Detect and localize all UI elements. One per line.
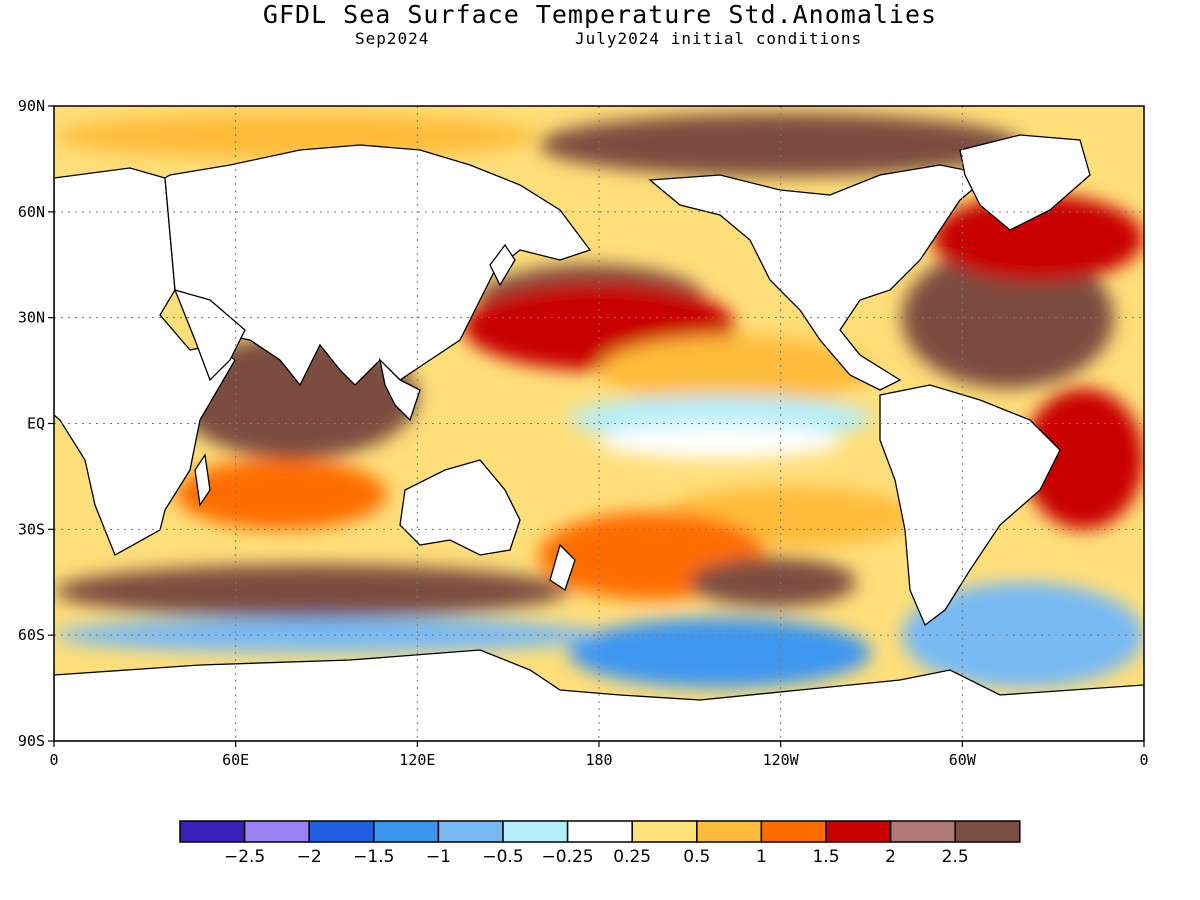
- color-bar-swatch: [437, 820, 504, 843]
- land-indochina: [378, 358, 421, 422]
- color-bar-label: 1.5: [812, 847, 839, 867]
- lon-tick-label: 0: [49, 751, 58, 769]
- lon-tick-label: 120E: [399, 751, 435, 769]
- color-bar-swatch: [760, 820, 827, 843]
- lat-tick-label: 60S: [18, 626, 45, 644]
- color-bar-label: 1: [756, 847, 767, 867]
- color-bar-swatch: [696, 820, 763, 843]
- anomaly-field: [54, 113, 1144, 689]
- latitude-axis: 90N 60N 30N EQ 30S 60S 90S: [18, 97, 54, 750]
- land-north-america: [648, 164, 992, 391]
- color-bar-swatch: [308, 820, 375, 843]
- color-bar-swatch: [179, 820, 246, 843]
- anomaly-region: [54, 113, 539, 159]
- lon-tick-label: 120W: [763, 751, 800, 769]
- color-bar-label: 0.25: [613, 847, 651, 867]
- color-bar-labels: −2.5 −2 −1.5 −1 −0.5 −0.25 0.25 0.5 1 1.5 2 2.5: [224, 847, 969, 867]
- anomaly-region: [538, 113, 1023, 177]
- color-bar-swatch: [373, 820, 440, 843]
- color-bar-label: −2: [297, 847, 322, 867]
- color-bar-swatch: [502, 820, 569, 843]
- land-madagascar: [194, 453, 211, 507]
- land-south-america: [879, 384, 1061, 627]
- color-bar-label: −0.25: [542, 847, 594, 867]
- lon-tick-label: 60W: [949, 751, 977, 769]
- anomaly-region: [54, 564, 569, 618]
- lat-tick-label: 30S: [18, 520, 45, 538]
- longitude-axis: 0 60E 120E 180 120W 60W 0: [49, 741, 1149, 769]
- color-bar-label: 2: [885, 847, 896, 867]
- color-bar-label: 2.5: [942, 847, 969, 867]
- land-arabia: [173, 289, 246, 382]
- lat-tick-label: EQ: [27, 415, 45, 433]
- anomaly-region: [599, 423, 842, 459]
- anomaly-region: [932, 194, 1144, 283]
- color-bar-swatch: [889, 820, 956, 843]
- color-bar-swatch: [954, 820, 1021, 843]
- color-bar-label: −1.5: [353, 847, 394, 867]
- anomaly-region: [568, 617, 872, 689]
- lat-tick-label: 90S: [18, 732, 45, 750]
- land-japan: [489, 243, 516, 287]
- anomaly-region: [689, 557, 857, 607]
- map-grid: [54, 106, 1144, 741]
- lat-tick-label: 30N: [18, 309, 45, 327]
- initial-conditions-label: July2024 initial conditions: [575, 29, 863, 48]
- lon-tick-label: 60E: [222, 751, 249, 769]
- anomaly-region: [175, 458, 388, 530]
- land-australia: [399, 459, 521, 556]
- lat-tick-label: 60N: [18, 203, 45, 221]
- color-bar-label: 0.5: [683, 847, 710, 867]
- land-new-zealand: [549, 543, 576, 592]
- anomaly-region: [901, 582, 1144, 689]
- color-bar-label: −2.5: [224, 847, 265, 867]
- lat-tick-label: 90N: [18, 97, 45, 115]
- color-bar-swatch: [631, 820, 698, 843]
- anomaly-region: [599, 335, 872, 406]
- color-bar-label: −0.5: [482, 847, 523, 867]
- color-bar-swatch: [243, 820, 310, 843]
- land-greenland: [959, 134, 1091, 231]
- color-bar-label: −1: [426, 847, 451, 867]
- forecast-month: Sep2024: [355, 29, 430, 48]
- lon-tick-label: 180: [585, 751, 612, 769]
- anomaly-region: [54, 617, 599, 653]
- color-bar-swatch: [566, 820, 633, 843]
- map-title: GFDL Sea Surface Temperature Std.Anomali…: [262, 0, 938, 29]
- lon-tick-label: 0: [1139, 751, 1148, 769]
- anomaly-region: [1022, 388, 1144, 530]
- color-bar: [179, 820, 1021, 843]
- color-bar-swatch: [825, 820, 892, 843]
